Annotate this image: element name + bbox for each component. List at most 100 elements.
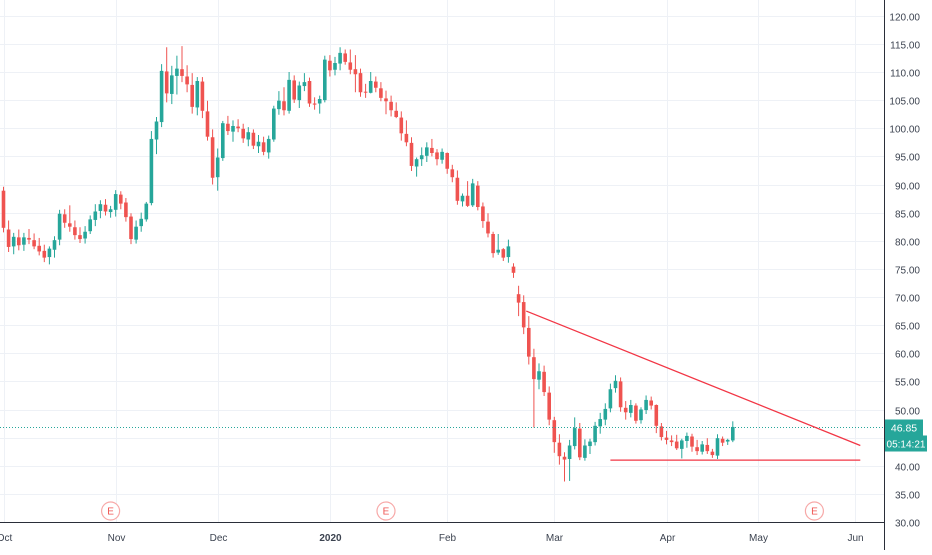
candle-body (200, 81, 205, 111)
candle (266, 135, 271, 159)
candle-body (154, 121, 159, 140)
candle (542, 365, 546, 396)
candle-body (27, 237, 31, 240)
candle (17, 229, 21, 251)
candle-body (323, 59, 327, 101)
candle-body (669, 440, 674, 443)
candle-body (389, 101, 393, 111)
candle (78, 227, 82, 243)
candle-body (440, 151, 444, 160)
candle-body (588, 441, 592, 447)
y-tick-label: 120.00 (889, 13, 920, 24)
candle-body (175, 68, 179, 76)
candle-body (430, 147, 434, 153)
candle (608, 383, 613, 413)
candle (455, 170, 460, 205)
candle-body (241, 128, 245, 139)
candle-body (221, 123, 225, 159)
y-tick-label: 115.00 (890, 41, 920, 52)
candle-body (134, 226, 138, 240)
candle (588, 438, 592, 454)
candle-body (465, 195, 470, 206)
candle-body (506, 246, 511, 258)
candle (623, 401, 628, 420)
y-tick-label: 90.00 (895, 182, 920, 193)
y-tick-label: 40.00 (895, 463, 920, 474)
candles (0, 46, 884, 482)
candle (598, 412, 602, 434)
candle-body (62, 214, 67, 223)
candle (374, 76, 378, 93)
candle-body (149, 138, 154, 204)
x-tick-label: Dec (210, 533, 228, 544)
candle (389, 95, 393, 117)
candle (567, 439, 572, 481)
candle (256, 135, 261, 153)
candle-body (481, 206, 485, 222)
candle (149, 131, 154, 206)
candle (83, 226, 87, 244)
candle-body (613, 380, 618, 389)
candle (175, 55, 179, 95)
candle (470, 178, 475, 207)
candle (532, 348, 536, 428)
candle-body (695, 447, 699, 452)
candle-body (78, 235, 82, 240)
candle-body (527, 327, 531, 357)
candle (710, 448, 715, 458)
candle (246, 127, 251, 147)
candle (37, 237, 41, 256)
candle (52, 236, 57, 258)
candle-body (603, 408, 608, 420)
candle (435, 149, 439, 166)
candle-body (210, 137, 215, 178)
candle-body (639, 409, 643, 421)
candle (93, 204, 98, 227)
candle (481, 202, 485, 228)
candle (32, 233, 36, 250)
candle-body (159, 70, 164, 123)
countdown-tag (885, 435, 927, 452)
candle-body (532, 357, 536, 380)
candle (57, 209, 62, 246)
candle (547, 386, 551, 426)
candle (358, 68, 363, 97)
countdown-value: 05:14:21 (887, 440, 926, 451)
candle (323, 55, 327, 103)
candle-body (567, 445, 572, 459)
candle-body (710, 451, 715, 456)
candle (476, 181, 480, 211)
candle (210, 129, 215, 185)
candle (669, 435, 674, 447)
candle-body (256, 141, 261, 147)
candle (68, 205, 72, 232)
axes: 120.00 115.00 110.00 105.00 100.00 95.00 90.00… (0, 0, 920, 550)
candle (333, 56, 337, 76)
candle (261, 136, 266, 156)
candle-body (68, 223, 72, 227)
candle (649, 396, 653, 410)
candle-body (32, 240, 36, 247)
candle-body (98, 204, 103, 211)
candle (103, 199, 108, 216)
candle (154, 117, 159, 155)
candle (317, 95, 322, 114)
candle-body (6, 229, 11, 247)
candle (583, 439, 587, 461)
candle-body (42, 250, 47, 258)
candle-body (119, 194, 123, 204)
candle-body (486, 221, 490, 234)
candle-body (47, 248, 52, 258)
candle (292, 75, 296, 103)
candle-body (282, 101, 286, 111)
trendlines[interactable] (526, 310, 861, 461)
candle-body (593, 425, 597, 443)
candle-body (215, 157, 220, 178)
candle-body (83, 231, 87, 239)
candle-body (445, 153, 449, 169)
candle-body (404, 133, 409, 143)
y-tick-label: 50.00 (895, 407, 920, 418)
